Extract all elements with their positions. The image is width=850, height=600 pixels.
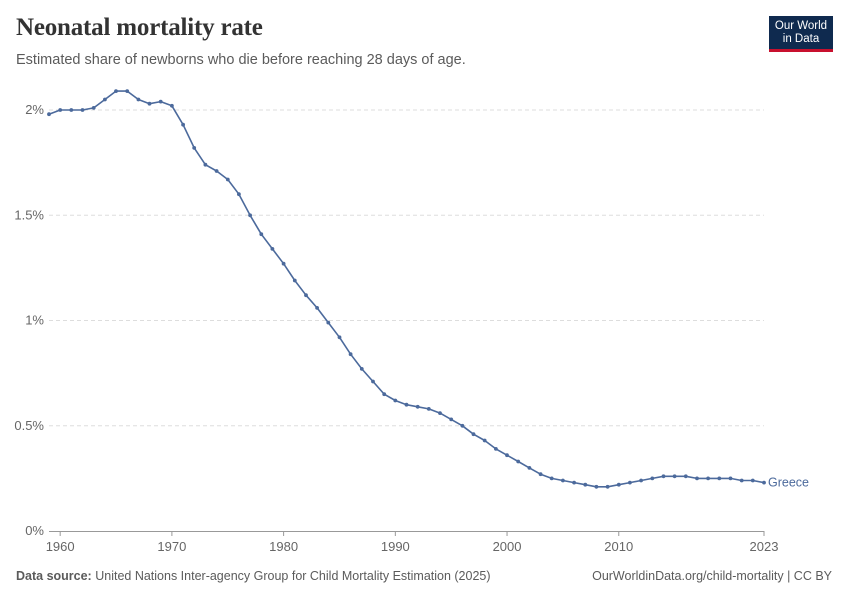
data-point: [136, 97, 141, 102]
chart-subtitle: Estimated share of newborns who die befo…: [16, 52, 466, 68]
data-point: [326, 320, 331, 325]
data-point: [415, 404, 420, 409]
license-label: CC BY: [793, 569, 832, 583]
data-point: [471, 432, 476, 437]
y-tick-label: 0%: [25, 523, 44, 538]
y-tick-label: 1%: [25, 313, 44, 328]
data-point: [505, 453, 509, 458]
data-point: [125, 89, 130, 93]
x-tick-label: 2010: [604, 539, 633, 554]
x-tick-label: 1970: [157, 539, 186, 554]
data-point: [371, 379, 375, 384]
data-point: [181, 122, 186, 127]
logo-line-1: Our World: [774, 20, 828, 32]
data-point: [728, 476, 733, 481]
y-tick-label: 0.5%: [14, 418, 44, 433]
x-tick-label: 2023: [750, 539, 779, 554]
x-tick-label: 2000: [493, 539, 522, 554]
data-point: [449, 417, 454, 422]
data-point: [527, 466, 532, 470]
data-point: [639, 478, 643, 483]
data-point: [47, 112, 51, 117]
data-point: [248, 213, 253, 218]
data-point: [650, 476, 655, 481]
data-point: [304, 293, 308, 298]
data-point: [393, 398, 398, 403]
data-point: [69, 108, 74, 112]
data-point: [214, 169, 219, 173]
data-point: [80, 108, 85, 112]
footer-separator: |: [783, 569, 794, 583]
data-point: [192, 146, 197, 150]
data-point: [616, 482, 621, 487]
data-point: [426, 407, 431, 411]
x-tick-label: 1980: [269, 539, 298, 554]
owid-logo[interactable]: Our World in Data: [769, 16, 833, 52]
source-link[interactable]: OurWorldinData.org/child-mortality: [592, 569, 784, 583]
data-point: [315, 306, 319, 310]
data-point: [594, 484, 599, 489]
series-label: Greece: [768, 476, 809, 490]
x-tick-label: 1960: [46, 539, 75, 554]
data-point: [516, 459, 521, 464]
data-point: [237, 192, 241, 197]
chart-title: Neonatal mortality rate: [16, 14, 263, 41]
data-point: [717, 476, 722, 481]
data-point: [739, 478, 744, 483]
data-point: [494, 447, 498, 451]
series-line: [48, 90, 765, 488]
data-point: [91, 106, 96, 110]
data-point: [695, 476, 699, 481]
data-point: [460, 423, 465, 428]
footer-source: Data source: United Nations Inter-agency…: [16, 569, 491, 583]
data-point: [348, 352, 353, 357]
data-point: [561, 478, 565, 483]
data-point: [661, 474, 666, 479]
data-point: [203, 162, 208, 167]
data-point: [114, 89, 118, 93]
data-point: [337, 335, 342, 340]
data-point: [762, 480, 766, 485]
data-point: [382, 392, 387, 397]
data-point: [628, 480, 632, 485]
data-point: [706, 476, 710, 481]
data-point: [538, 472, 543, 477]
source-text: United Nations Inter-agency Group for Ch…: [95, 569, 491, 583]
logo-line-2: in Data: [782, 33, 820, 45]
data-point: [683, 474, 688, 479]
data-point: [750, 478, 755, 483]
data-point: [147, 101, 152, 106]
data-point: [170, 103, 174, 108]
data-point: [225, 177, 230, 182]
data-point: [438, 411, 442, 415]
y-tick-label: 1.5%: [14, 207, 44, 222]
data-point: [58, 108, 63, 112]
data-point: [359, 367, 364, 371]
data-point: [103, 97, 107, 102]
data-point: [583, 482, 588, 487]
data-point: [281, 261, 286, 266]
data-point: [605, 484, 610, 489]
y-tick-label: 2%: [25, 102, 44, 117]
data-point: [482, 438, 487, 443]
data-point: [259, 232, 264, 237]
footer-link-group: OurWorldinData.org/child-mortality | CC …: [592, 569, 832, 583]
data-point: [572, 480, 576, 485]
data-point: [549, 476, 554, 481]
x-tick-label: 1990: [381, 539, 410, 554]
data-point: [292, 278, 297, 283]
data-point: [404, 402, 409, 407]
data-point: [158, 99, 163, 104]
data-point: [672, 474, 677, 479]
source-label: Data source:: [16, 569, 92, 583]
data-point: [270, 247, 275, 251]
